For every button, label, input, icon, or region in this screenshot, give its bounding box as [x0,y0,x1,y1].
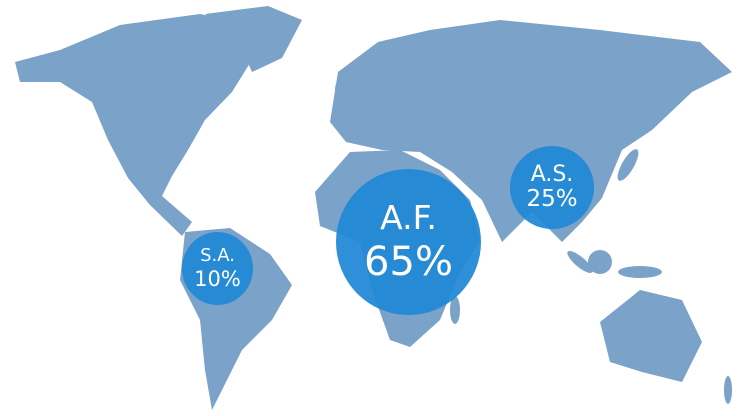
new-zealand [724,376,732,404]
japan [617,149,639,181]
eurasia [330,20,732,242]
region-bubble-africa: A.F. 65% [336,169,481,315]
region-share: 10% [194,267,241,292]
sumatra [567,251,593,273]
region-code: A.F. [380,197,437,237]
region-share: 25% [526,185,578,212]
greenland [205,6,302,72]
north-america [15,14,255,236]
borneo [588,250,612,274]
uk [335,80,345,100]
australia [600,290,702,382]
madagascar [450,296,460,324]
region-share: 65% [364,239,453,286]
region-code: S.A. [200,244,235,266]
region-bubble-south-america: S.A. 10% [182,232,253,305]
region-bubble-asia: A.S. 25% [510,146,594,229]
new-guinea [618,266,662,278]
region-code: A.S. [530,161,574,187]
